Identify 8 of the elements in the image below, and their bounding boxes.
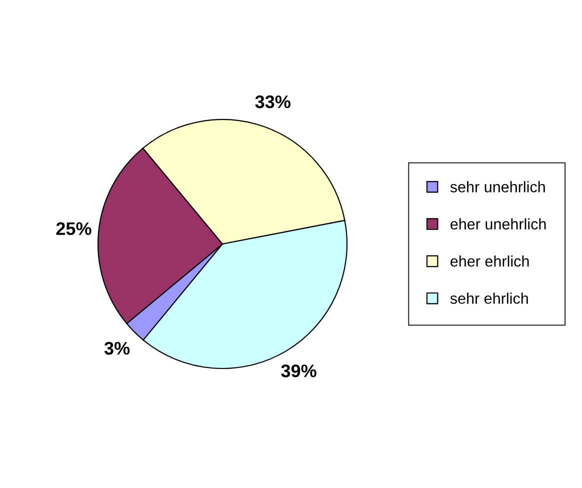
data-label: 3% (104, 342, 130, 355)
legend-label: eher ehrlich (450, 255, 529, 267)
legend-label: sehr unehrlich (450, 181, 545, 192)
data-label: 39% (281, 364, 316, 378)
data-label: 25% (56, 222, 92, 236)
legend-label: eher unehrlich (450, 218, 546, 230)
legend-label: sehr ehrlich (450, 292, 528, 304)
data-label: 33% (255, 95, 290, 108)
